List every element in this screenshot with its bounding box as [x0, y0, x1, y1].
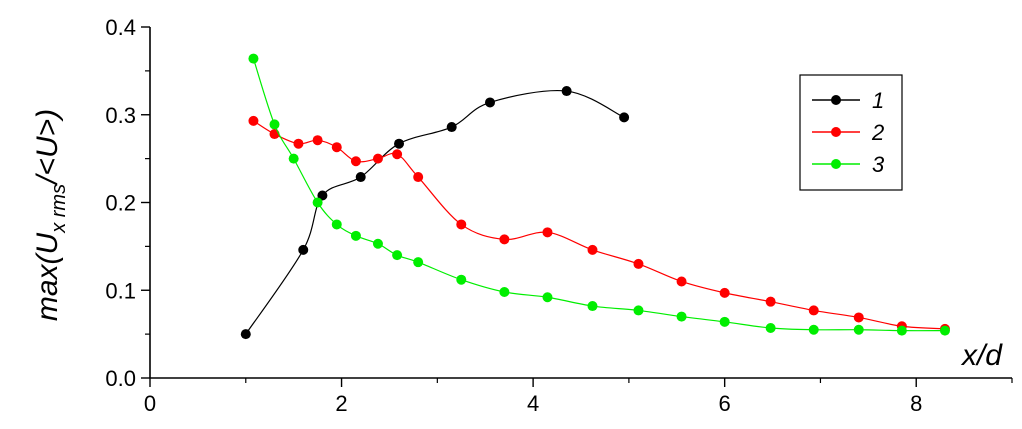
- legend-label: 2: [871, 120, 884, 145]
- y-tick-label: 0.2: [105, 191, 136, 216]
- x-axis-title: x/d: [960, 339, 1003, 372]
- data-point: [719, 316, 730, 327]
- data-point: [372, 153, 383, 164]
- y-axis-title-prefix: max(U: [31, 232, 64, 321]
- data-point: [355, 172, 366, 183]
- series-3: [248, 53, 950, 336]
- data-point: [456, 274, 467, 285]
- series-layer: [240, 53, 950, 340]
- data-point: [413, 257, 424, 268]
- data-point: [350, 156, 361, 167]
- data-point: [619, 112, 630, 123]
- x-tick-label: 4: [527, 391, 539, 416]
- legend-label: 1: [872, 88, 884, 113]
- data-point: [392, 149, 403, 160]
- data-point: [394, 138, 405, 149]
- y-tick-label: 0.4: [105, 15, 136, 40]
- data-point: [633, 258, 644, 269]
- data-point: [392, 250, 403, 261]
- data-point: [485, 97, 496, 108]
- data-point: [587, 301, 598, 312]
- data-point: [896, 325, 907, 336]
- y-axis-title-subscript: x rms: [48, 184, 70, 234]
- data-point: [542, 292, 553, 303]
- data-point: [312, 135, 323, 146]
- data-point: [808, 305, 819, 316]
- legend-label: 3: [872, 152, 885, 177]
- data-point: [240, 329, 251, 340]
- axes: 0 2 4 6 8 0.0 0.1 0.2 0.3 0.4: [105, 15, 1013, 416]
- data-point: [317, 190, 328, 201]
- data-point: [542, 227, 553, 238]
- data-point: [298, 244, 309, 255]
- y-tick-label: 0.1: [105, 278, 136, 303]
- data-point: [719, 287, 730, 298]
- data-point: [499, 287, 510, 298]
- y-tick-label: 0.0: [105, 366, 136, 391]
- data-point: [293, 138, 304, 149]
- data-point: [853, 324, 864, 335]
- data-point: [676, 276, 687, 287]
- data-point: [372, 238, 383, 249]
- legend: 1 2 3: [799, 74, 903, 191]
- data-point: [456, 219, 467, 230]
- data-point: [853, 312, 864, 323]
- y-axis-title-suffix: /<U>): [31, 109, 64, 186]
- data-point: [350, 230, 361, 241]
- data-point: [765, 322, 776, 333]
- data-point: [446, 122, 457, 133]
- series-1: [240, 86, 630, 340]
- legend-marker: [831, 127, 841, 137]
- data-point: [331, 219, 342, 230]
- data-point: [331, 142, 342, 153]
- data-point: [269, 119, 280, 130]
- x-tick-label: 0: [144, 391, 156, 416]
- y-tick-label: 0.3: [105, 103, 136, 128]
- data-point: [808, 324, 819, 335]
- y-axis-title: max(Ux rms/<U>): [31, 109, 70, 321]
- data-point: [587, 244, 598, 255]
- legend-item-1: 1: [812, 88, 884, 113]
- legend-marker: [831, 159, 841, 169]
- x-tick-label: 2: [335, 391, 347, 416]
- data-point: [413, 172, 424, 183]
- data-point: [248, 115, 259, 126]
- data-point: [288, 153, 299, 164]
- data-point: [676, 311, 687, 322]
- legend-marker: [831, 95, 841, 105]
- series-line: [245, 89, 625, 335]
- data-point: [939, 325, 950, 336]
- legend-item-3: 3: [812, 152, 885, 177]
- data-point: [633, 305, 644, 316]
- data-point: [561, 86, 572, 97]
- legend-item-2: 2: [812, 120, 884, 145]
- data-point: [499, 234, 510, 245]
- data-point: [312, 197, 323, 208]
- x-tick-label: 6: [719, 391, 731, 416]
- data-point: [269, 129, 280, 140]
- data-point: [765, 296, 776, 307]
- data-point: [248, 53, 259, 64]
- x-tick-label: 8: [910, 391, 922, 416]
